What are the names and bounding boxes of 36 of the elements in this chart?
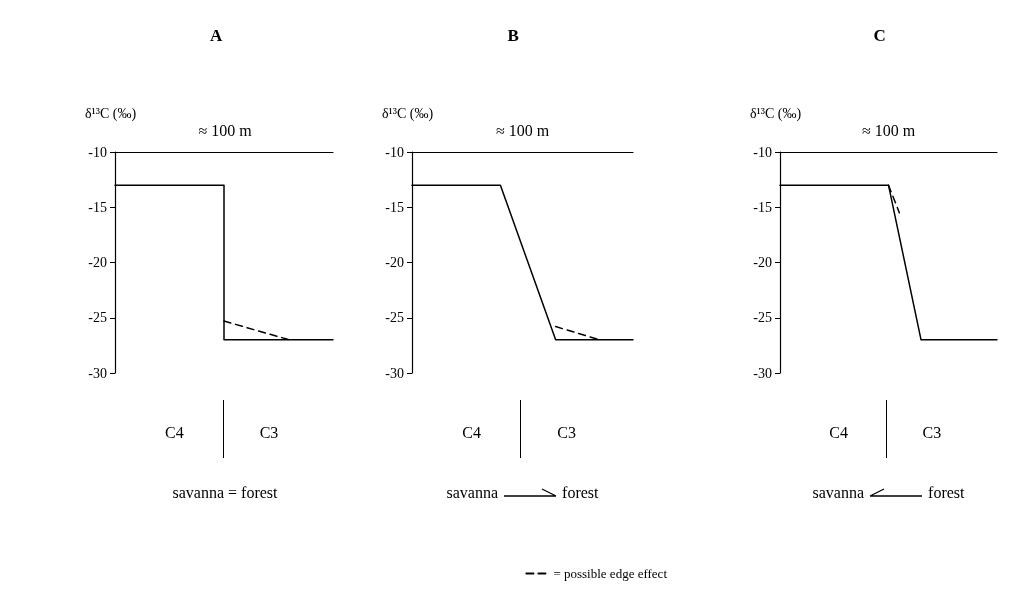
y-tick-label: -15 xyxy=(385,199,404,215)
text: savanna xyxy=(812,484,865,502)
y-tick-label: -10 xyxy=(88,144,107,160)
text: C3 xyxy=(922,424,942,442)
y-tick-label: -20 xyxy=(88,255,107,270)
text: forest xyxy=(928,484,965,502)
text: C3 xyxy=(557,424,577,442)
y-tick-label: -15 xyxy=(753,199,772,215)
y-tick-label: -25 xyxy=(385,310,404,326)
y-tick-label: -10 xyxy=(753,144,772,160)
chart-title: C xyxy=(873,26,886,45)
y-tick-label: -10 xyxy=(385,144,404,160)
y-tick-label: -25 xyxy=(753,310,772,326)
text: savanna = forest xyxy=(172,484,278,502)
text: C4 xyxy=(462,424,481,442)
legend-label: = possible edge effect xyxy=(553,566,668,581)
chart-title: A xyxy=(210,26,223,45)
text: ≈ 100 m xyxy=(198,122,252,140)
chart-title: B xyxy=(507,26,519,45)
text: C4 xyxy=(165,424,184,442)
y-tick-label: -30 xyxy=(385,365,404,381)
text: savanna xyxy=(446,484,499,502)
y-tick-label: -25 xyxy=(88,310,107,326)
y-tick-label: -30 xyxy=(753,365,772,381)
y-tick-label: -20 xyxy=(753,255,772,270)
y-axis-title: δ¹³C (‰) xyxy=(750,105,802,122)
text: ≈ 100 m xyxy=(495,122,550,140)
y-tick-label: -30 xyxy=(88,365,107,381)
text: ≈ 100 m xyxy=(861,122,916,140)
y-axis-title: δ¹³C (‰) xyxy=(382,105,434,122)
y-tick-label: -15 xyxy=(88,199,107,215)
y-axis-title: δ¹³C (‰) xyxy=(85,105,137,122)
y-tick-label: -20 xyxy=(385,255,404,270)
text: C4 xyxy=(829,424,848,442)
text: C3 xyxy=(259,424,279,442)
text: forest xyxy=(562,484,599,502)
